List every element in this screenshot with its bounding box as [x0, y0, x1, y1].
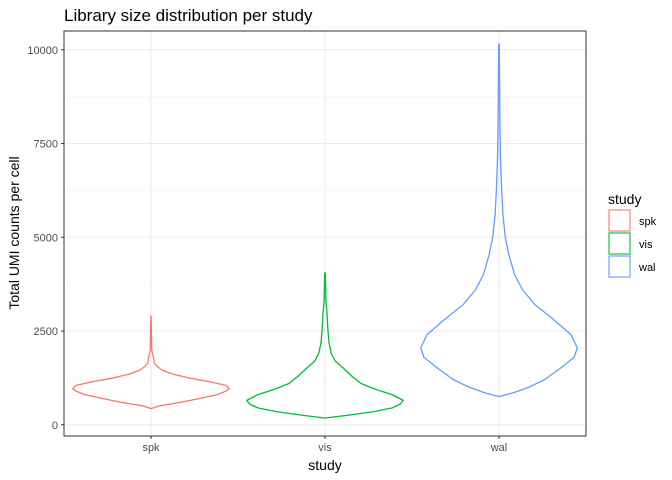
y-axis: 0 2500 5000 7500 10000 — [27, 45, 64, 432]
y-tick-label: 0 — [52, 420, 58, 432]
legend-key-wal — [608, 255, 631, 278]
violins — [72, 43, 578, 419]
legend: study spk vis wal — [608, 191, 657, 278]
x-tick-label: spk — [142, 442, 160, 454]
legend-label-wal: wal — [638, 262, 656, 274]
x-tick-label: vis — [318, 442, 332, 454]
chart-title: Library size distribution per study — [64, 6, 313, 25]
y-tick-label: 2500 — [34, 326, 58, 338]
violin-wal — [420, 43, 578, 398]
y-tick-label: 5000 — [34, 232, 58, 244]
x-axis: spk vis wal — [142, 436, 507, 454]
y-axis-title: Total UMI counts per cell — [6, 156, 22, 309]
major-gridlines — [64, 31, 586, 436]
legend-key-spk — [608, 209, 631, 232]
violin-spk — [72, 315, 230, 410]
x-tick-label: wal — [490, 442, 508, 454]
y-tick-label: 7500 — [34, 139, 58, 151]
legend-label-spk: spk — [639, 216, 657, 228]
legend-key-vis — [608, 232, 631, 255]
y-tick-label: 10000 — [27, 45, 58, 57]
legend-title: study — [608, 191, 641, 207]
violin-vis — [246, 272, 404, 419]
x-axis-title: study — [308, 457, 341, 473]
legend-label-vis: vis — [639, 239, 653, 251]
